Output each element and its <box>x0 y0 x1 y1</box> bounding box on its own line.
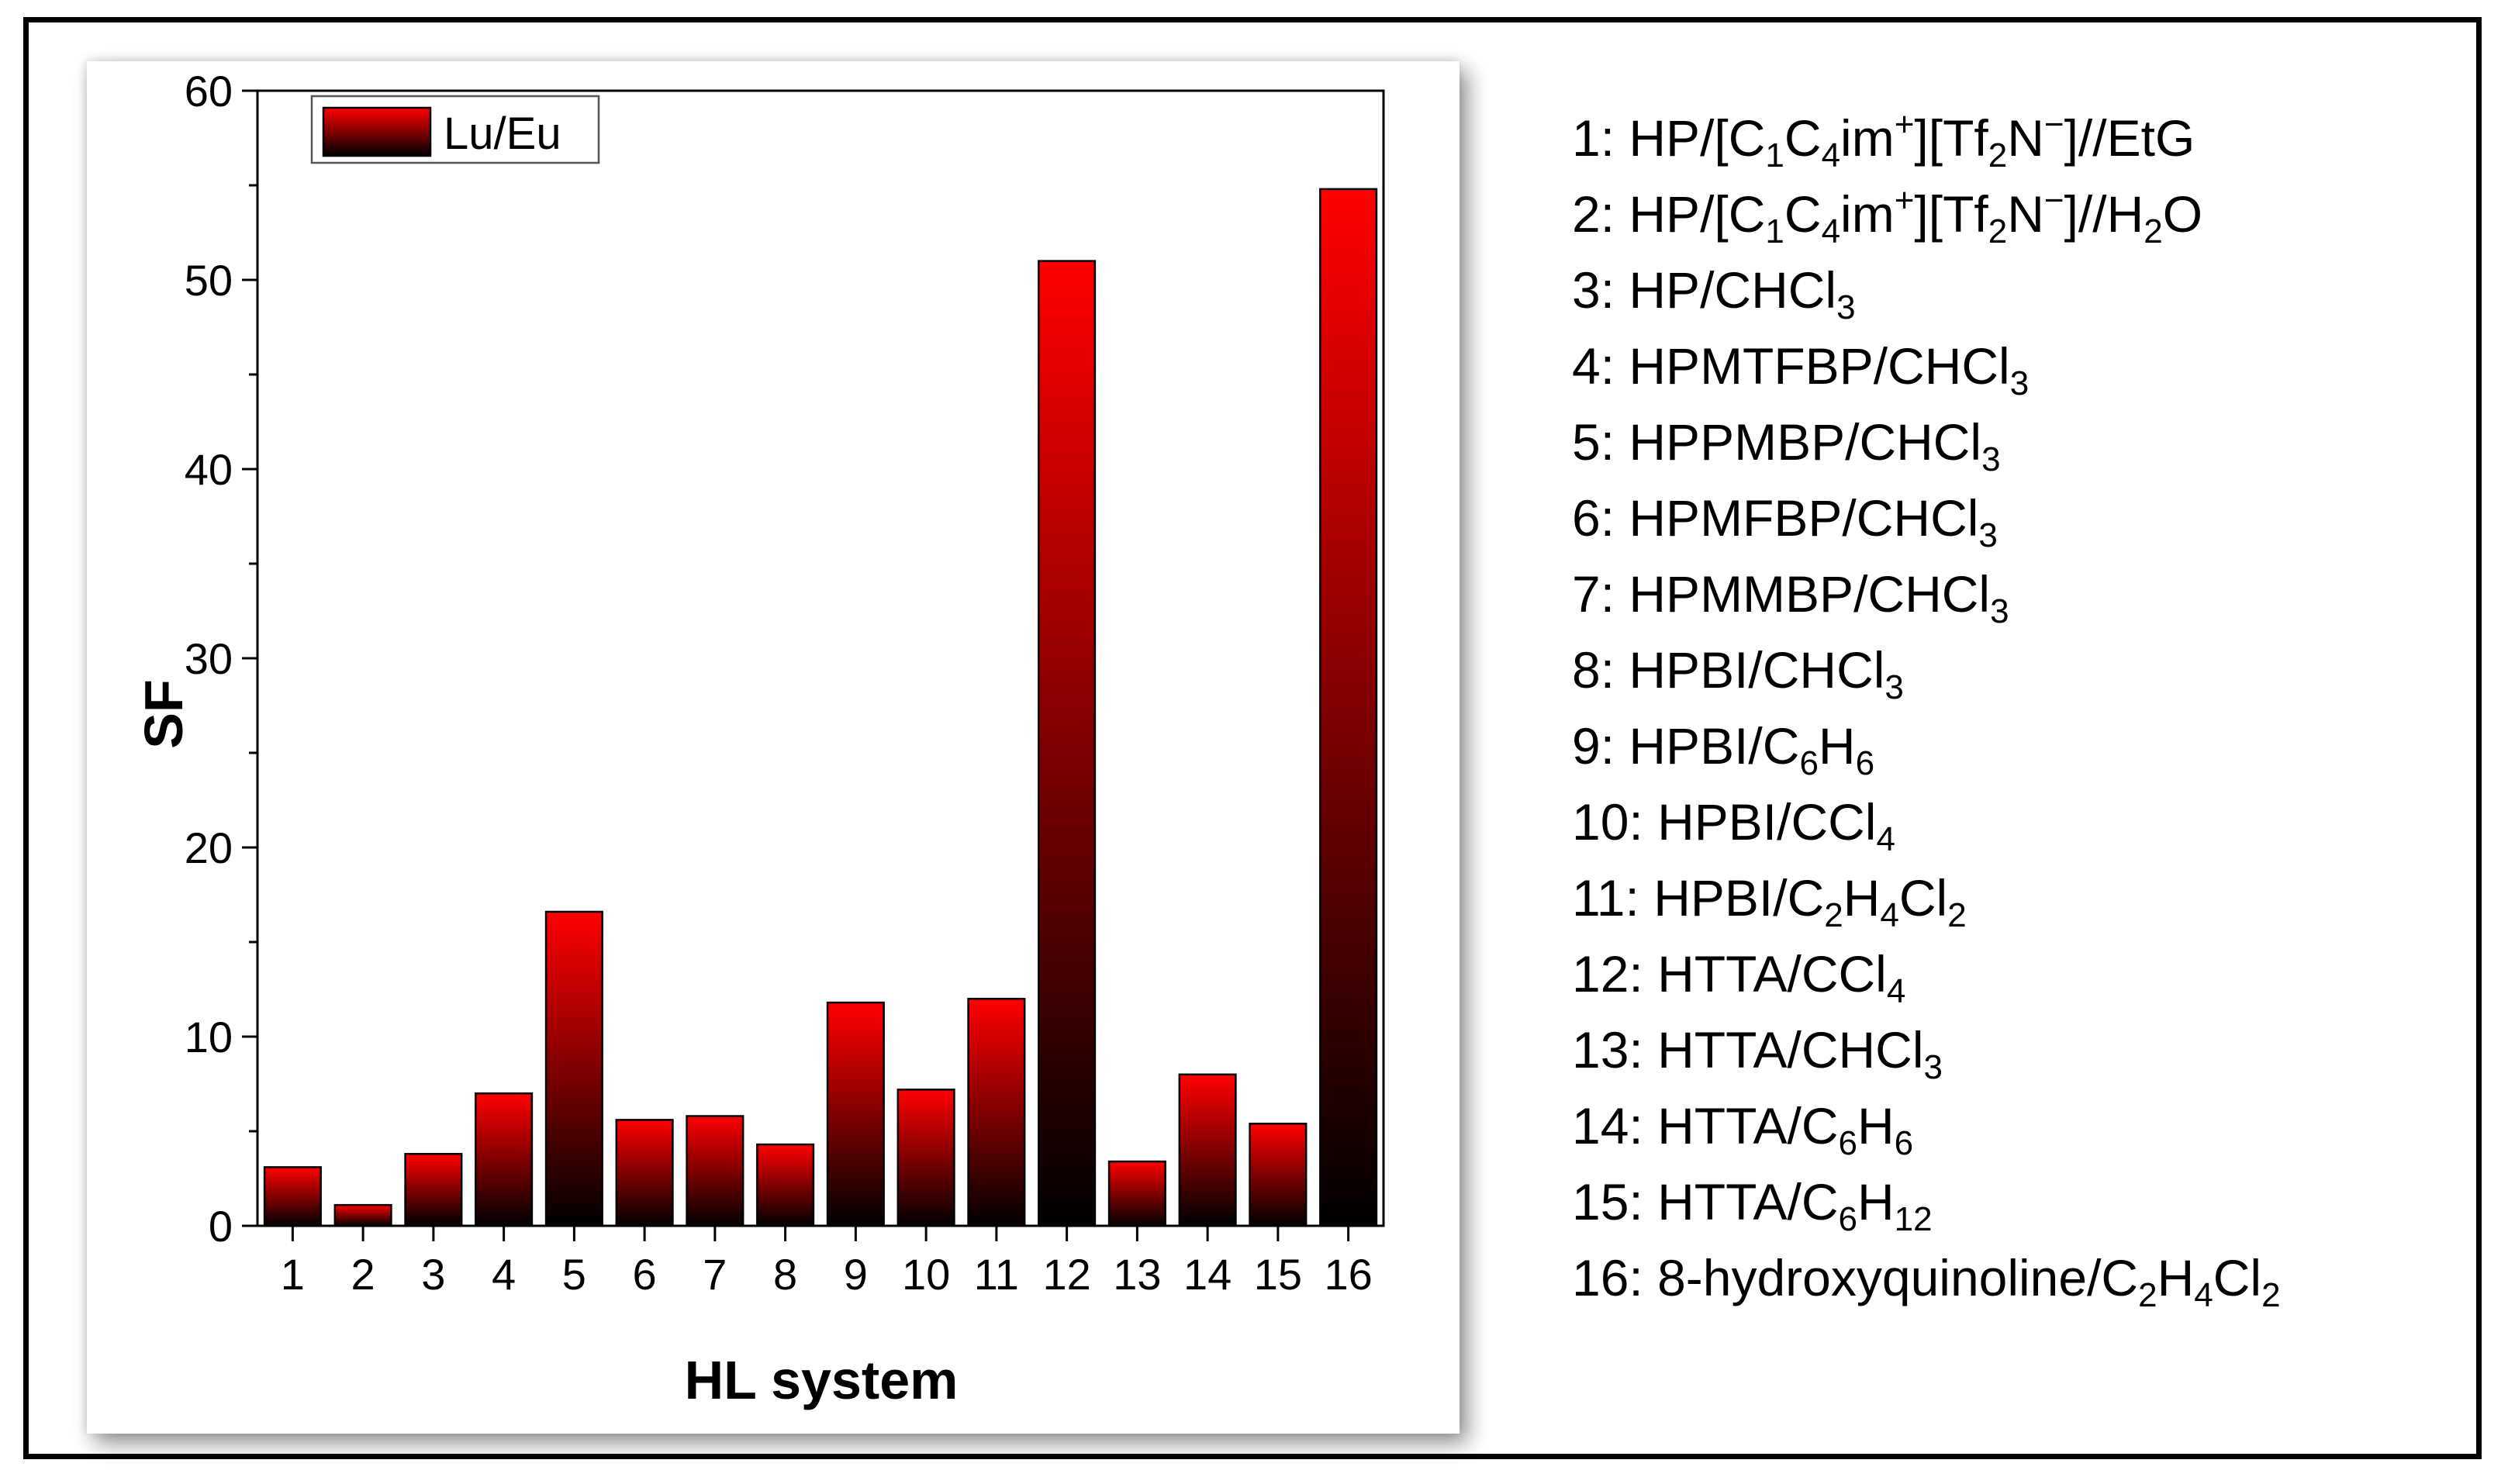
x-tick-label-2: 2 <box>351 1250 375 1299</box>
chart-panel: 0 10 20 30 40 50 60 1 2 3 4 5 6 7 8 9 10 11 12 13 14 15 16 Lu/… <box>87 61 1460 1434</box>
y-tick-label-30: 30 <box>185 634 233 683</box>
x-tick-label-12: 12 <box>1042 1250 1090 1299</box>
x-tick-label-3: 3 <box>421 1250 445 1299</box>
y-axis-label: SF <box>133 679 194 748</box>
bar-3 <box>404 1153 463 1227</box>
system-legend-item: 6: HPMFBP/CHCl3 <box>1572 489 1998 554</box>
system-legend-item: 2: HP/[C1C4im+][Tf2N−]//H2O <box>1572 181 2203 250</box>
x-tick-label-16: 16 <box>1324 1250 1372 1299</box>
bar-10 <box>896 1089 955 1227</box>
bar-6 <box>615 1119 674 1227</box>
y-tick-label-60: 60 <box>185 67 233 116</box>
x-tick-label-6: 6 <box>633 1250 657 1299</box>
plot-frame <box>256 89 1385 1227</box>
chart-legend: Lu/Eu <box>310 95 600 164</box>
system-legend-item: 10: HPBI/CCl4 <box>1572 793 1895 858</box>
system-legend-list: 1: HP/[C1C4im+][Tf2N−]//EtG 2: HP/[C1C4im… <box>1572 100 2503 1316</box>
bar-9 <box>826 1001 885 1227</box>
x-tick-label-15: 15 <box>1254 1250 1302 1299</box>
x-tick-label-7: 7 <box>703 1250 727 1299</box>
bar-1 <box>263 1166 322 1227</box>
bar-4 <box>475 1092 534 1227</box>
bar-12 <box>1038 260 1097 1227</box>
system-legend-item: 13: HTTA/CHCl3 <box>1572 1021 1943 1086</box>
x-tick-label-10: 10 <box>902 1250 950 1299</box>
system-legend-item: 14: HTTA/C6H6 <box>1572 1097 1914 1162</box>
x-tick-label-13: 13 <box>1113 1250 1161 1299</box>
bar-2 <box>333 1203 392 1227</box>
bar-14 <box>1178 1073 1237 1227</box>
legend-label: Lu/Eu <box>444 109 561 159</box>
x-tick-label-11: 11 <box>974 1250 1019 1299</box>
x-tick-label-9: 9 <box>844 1250 868 1299</box>
system-legend-item: 4: HPMTFBP/CHCl3 <box>1572 337 2030 402</box>
system-legend-item: 1: HP/[C1C4im+][Tf2N−]//EtG <box>1572 105 2195 174</box>
system-legend-item: 15: HTTA/C6H12 <box>1572 1173 1933 1238</box>
y-tick-label-20: 20 <box>185 823 233 872</box>
system-legend-item: 12: HTTA/CCl4 <box>1572 945 1906 1010</box>
legend-swatch <box>322 106 432 157</box>
system-legend-item: 7: HPMMBP/CHCl3 <box>1572 565 2009 630</box>
y-tick-label-0: 0 <box>209 1202 233 1251</box>
x-axis-label: HL system <box>685 1350 959 1410</box>
system-legend-item: 5: HPPMBP/CHCl3 <box>1572 413 2001 478</box>
bar-15 <box>1249 1122 1308 1227</box>
system-legend-item: 3: HP/CHCl3 <box>1572 261 1856 326</box>
bar-13 <box>1107 1160 1166 1227</box>
bar-7 <box>686 1115 744 1227</box>
x-tick-label-8: 8 <box>773 1250 797 1299</box>
y-tick-label-40: 40 <box>185 445 233 494</box>
bar-16 <box>1319 188 1378 1227</box>
x-tick-label-1: 1 <box>281 1250 305 1299</box>
system-legend-item: 9: HPBI/C6H6 <box>1572 717 1875 782</box>
y-tick-label-50: 50 <box>185 256 233 305</box>
bar-8 <box>756 1143 815 1227</box>
bar-11 <box>967 997 1026 1227</box>
bar-5 <box>544 910 603 1227</box>
x-tick-label-5: 5 <box>562 1250 586 1299</box>
x-tick-label-14: 14 <box>1183 1250 1232 1299</box>
system-legend-item: 11: HPBI/C2H4Cl2 <box>1572 869 1967 934</box>
system-legend-item: 8: HPBI/CHCl3 <box>1572 641 1904 706</box>
figure-frame: 0 10 20 30 40 50 60 1 2 3 4 5 6 7 8 9 10 11 12 13 14 15 16 Lu/… <box>23 17 2482 1459</box>
bars-layer <box>263 188 1378 1227</box>
y-tick-label-10: 10 <box>185 1013 233 1061</box>
x-tick-label-4: 4 <box>492 1250 516 1299</box>
system-legend-item: 16: 8-hydroxyquinoline/C2H4Cl2 <box>1572 1249 2281 1314</box>
